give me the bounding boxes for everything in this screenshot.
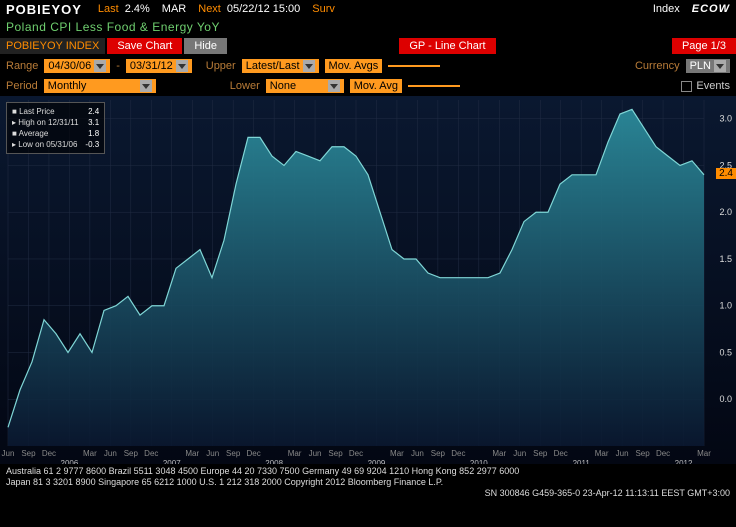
next-value: 05/22/12 15:00 xyxy=(227,3,300,15)
svg-text:Dec: Dec xyxy=(451,449,465,458)
svg-text:Jun: Jun xyxy=(206,449,219,458)
svg-text:Mar: Mar xyxy=(83,449,97,458)
svg-text:Jun: Jun xyxy=(309,449,322,458)
save-chart-button[interactable]: Save Chart xyxy=(107,38,182,54)
caret-icon[interactable] xyxy=(94,60,106,72)
period-select[interactable]: Monthly xyxy=(44,79,156,93)
next-label: Next xyxy=(198,3,221,15)
svg-text:Sep: Sep xyxy=(328,449,343,458)
last-value-marker: 2.4 xyxy=(716,168,736,179)
svg-text:Mar: Mar xyxy=(288,449,302,458)
svg-text:1.5: 1.5 xyxy=(719,254,732,264)
svg-text:Jun: Jun xyxy=(616,449,629,458)
svg-text:Mar: Mar xyxy=(185,449,199,458)
upper-label: Upper xyxy=(206,60,236,72)
page-button[interactable]: Page 1/3 xyxy=(672,38,736,54)
svg-text:Mar: Mar xyxy=(390,449,404,458)
surv-label: Surv xyxy=(312,3,335,15)
hide-button[interactable]: Hide xyxy=(184,38,227,54)
caret-icon[interactable] xyxy=(328,80,340,92)
svg-text:3.0: 3.0 xyxy=(719,114,732,124)
period-label: Period xyxy=(6,80,38,92)
chart-legend: ■ Last Price2.4 ▸ High on 12/31/113.1 ■ … xyxy=(6,102,105,154)
events-checkbox[interactable]: Events xyxy=(681,80,730,92)
svg-text:Sep: Sep xyxy=(431,449,446,458)
movavg-input[interactable] xyxy=(408,85,460,87)
movavgs-button[interactable]: Mov. Avgs xyxy=(325,59,383,73)
last-value: 2.4% xyxy=(125,3,150,15)
svg-text:Sep: Sep xyxy=(533,449,548,458)
range-label: Range xyxy=(6,60,38,72)
lower-label: Lower xyxy=(230,80,260,92)
caret-icon[interactable] xyxy=(714,60,726,72)
svg-text:Mar: Mar xyxy=(697,449,711,458)
instrument-desc: Poland CPI Less Food & Energy YoY xyxy=(6,20,220,34)
index-key: POBIEYOY INDEX xyxy=(0,38,105,54)
svg-text:Dec: Dec xyxy=(144,449,158,458)
index-label: Index xyxy=(653,3,680,15)
date-to-input[interactable]: 03/31/12 xyxy=(126,59,192,73)
svg-text:Dec: Dec xyxy=(349,449,363,458)
svg-text:Jun: Jun xyxy=(104,449,117,458)
svg-text:Dec: Dec xyxy=(42,449,56,458)
svg-text:Sep: Sep xyxy=(21,449,36,458)
svg-text:Jun: Jun xyxy=(513,449,526,458)
lower-select[interactable]: None xyxy=(266,79,344,93)
svg-text:Dec: Dec xyxy=(554,449,568,458)
svg-text:1.0: 1.0 xyxy=(719,301,732,311)
caret-icon[interactable] xyxy=(140,80,152,92)
month-value: MAR xyxy=(162,3,186,15)
ecow-logo: ECOW xyxy=(692,3,730,15)
line-chart[interactable]: 0.00.51.01.52.02.53.0JunSepDec2006MarJun… xyxy=(0,96,736,501)
svg-text:2.0: 2.0 xyxy=(719,207,732,217)
footer: Australia 61 2 9777 8600 Brazil 5511 304… xyxy=(0,464,736,501)
svg-text:0.0: 0.0 xyxy=(719,394,732,404)
caret-icon[interactable] xyxy=(303,60,315,72)
svg-text:Sep: Sep xyxy=(124,449,139,458)
svg-text:Jun: Jun xyxy=(411,449,424,458)
last-label: Last xyxy=(98,3,119,15)
currency-select[interactable]: PLN xyxy=(686,59,730,73)
upper-select[interactable]: Latest/Last xyxy=(242,59,319,73)
svg-text:0.5: 0.5 xyxy=(719,347,732,357)
caret-icon[interactable] xyxy=(176,60,188,72)
date-from-input[interactable]: 04/30/06 xyxy=(44,59,110,73)
svg-text:Mar: Mar xyxy=(492,449,506,458)
chart-type-button[interactable]: GP - Line Chart xyxy=(399,38,495,54)
svg-text:Dec: Dec xyxy=(247,449,261,458)
movavgs-input[interactable] xyxy=(388,65,440,67)
svg-text:Sep: Sep xyxy=(635,449,650,458)
movavg-button[interactable]: Mov. Avg xyxy=(350,79,402,93)
ticker: POBIEYOY xyxy=(6,2,82,17)
svg-text:Dec: Dec xyxy=(656,449,670,458)
currency-label: Currency xyxy=(635,60,680,72)
svg-text:Jun: Jun xyxy=(2,449,15,458)
svg-text:Mar: Mar xyxy=(595,449,609,458)
svg-text:Sep: Sep xyxy=(226,449,241,458)
